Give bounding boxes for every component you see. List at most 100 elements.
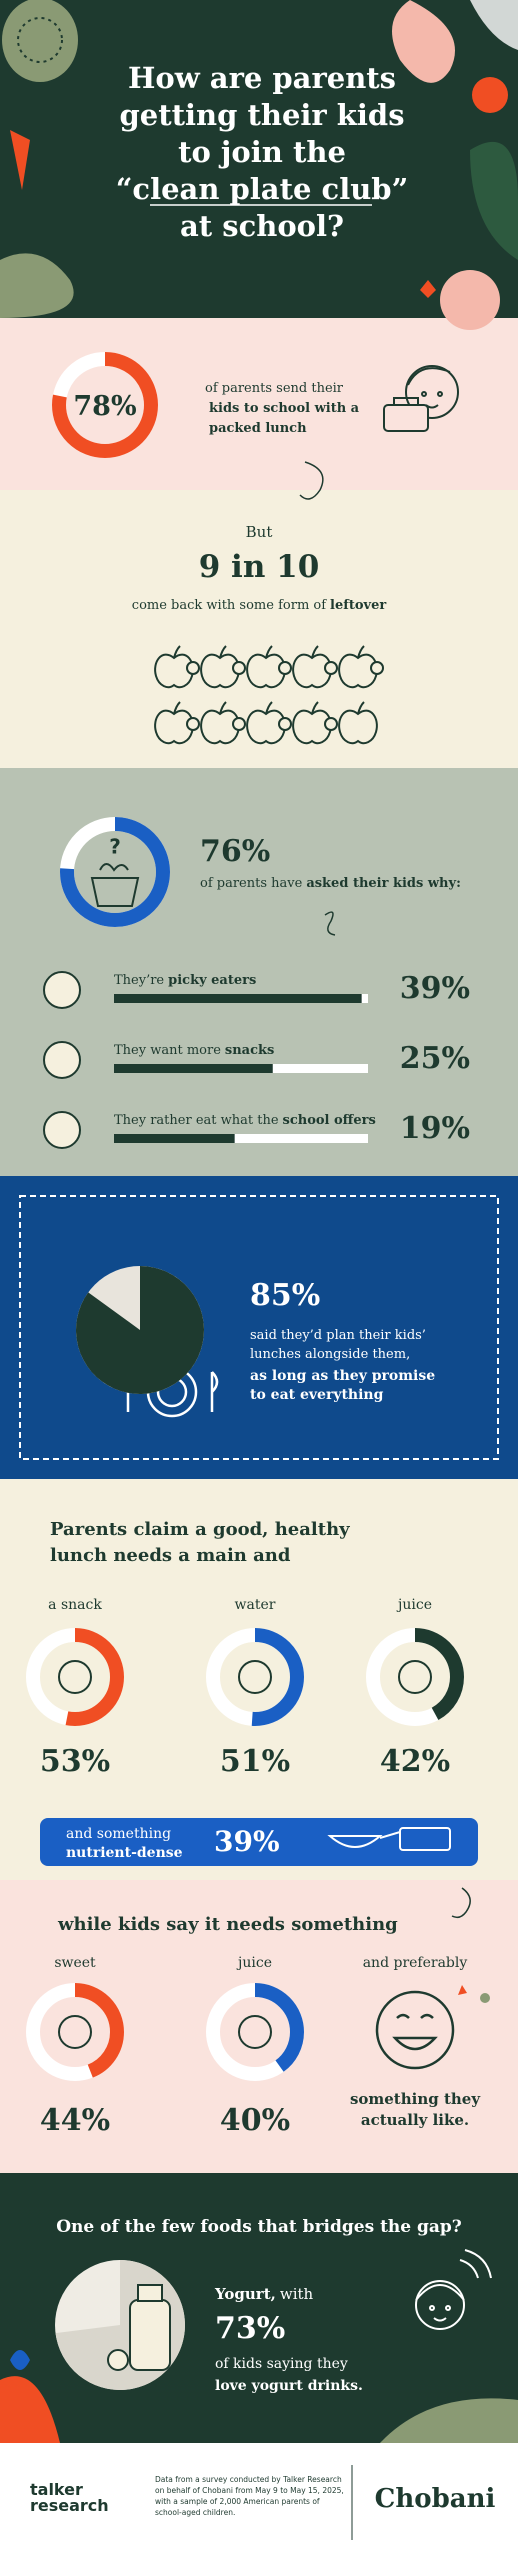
apple-stem <box>311 645 319 659</box>
title-line-part: at school? <box>180 209 344 243</box>
decoration <box>480 1993 490 2003</box>
reason-text-part: They want more <box>114 1043 221 1058</box>
source-text: school-aged children. <box>155 2508 235 2517</box>
talker-logo: research <box>30 2496 109 2515</box>
kid-lunch-icon <box>383 365 459 432</box>
decoration <box>470 141 518 260</box>
bar-label: 19% <box>400 1111 470 1146</box>
yogurt-text: of kids saying they <box>215 2356 348 2372</box>
apple-icon <box>292 645 338 689</box>
decoration <box>472 77 508 113</box>
plan-text: lunches alongside them, <box>250 1347 410 1362</box>
apple-bite <box>186 661 200 675</box>
lunch-text: kids to school with a <box>209 401 360 416</box>
apple-icon <box>246 701 292 745</box>
source-text: Data from a survey conducted by Talker R… <box>155 2475 342 2484</box>
bowl-icon <box>327 1827 451 1851</box>
decoration <box>440 270 500 330</box>
apple-stem <box>219 645 227 659</box>
donut-arc <box>366 1628 464 1726</box>
reason-text-part: picky eaters <box>168 973 256 988</box>
frame <box>19 1195 499 1460</box>
apple-bite <box>232 661 246 675</box>
plan-text-part: said they’d plan their kids’ <box>250 1328 426 1343</box>
extra-text: and something <box>66 1826 171 1842</box>
decoration <box>392 0 455 83</box>
reason-icon <box>43 1111 81 1149</box>
stat-label: 73% <box>215 2311 285 2346</box>
squiggle <box>324 911 336 936</box>
section-bg <box>0 1880 518 2173</box>
bar-label: 25% <box>400 1041 470 1076</box>
item-name-part: water <box>235 1597 276 1613</box>
apple-icon <box>154 645 200 689</box>
bar <box>114 994 362 1003</box>
donut-arc <box>52 352 158 458</box>
item-label: 40% <box>220 2103 290 2138</box>
heading: One of the few foods that bridges the ga… <box>56 2217 462 2237</box>
talker-logo: talker <box>30 2480 83 2499</box>
leftover-text-part: come back with some form of <box>132 598 327 613</box>
reason-text: They rather eat what the school offers <box>114 1113 376 1128</box>
yogurt-bottle-icon <box>107 2284 171 2371</box>
section-bg <box>0 490 518 768</box>
plan-bold-part: as long as they promise <box>250 1368 435 1384</box>
source-text: on behalf of Chobani from May 9 to May 1… <box>155 2486 344 2495</box>
bar-label-part: 25% <box>400 1041 470 1076</box>
source-text-part: Data from a survey conducted by Talker R… <box>155 2475 342 2484</box>
yogurt-text-part: of kids saying they <box>215 2356 348 2372</box>
title-line: to join the <box>178 135 346 169</box>
item-label-part: 42% <box>380 1744 450 1779</box>
reason-text-part: snacks <box>225 1043 274 1058</box>
item-label-part: 44% <box>40 2103 110 2138</box>
girl-icon <box>415 2249 492 2330</box>
lunch-text: packed lunch <box>209 421 307 436</box>
apple-bite <box>232 717 246 731</box>
reason-icon <box>43 971 81 1009</box>
preferably-bold-part: actually like. <box>361 2111 469 2129</box>
decoration <box>380 2398 518 2443</box>
headline: 9 in 10 <box>199 549 320 585</box>
decoration <box>17 17 63 63</box>
reason-text-part: They’re <box>114 973 164 988</box>
stat-label: 85% <box>250 1278 320 1313</box>
item-name: and preferably <box>363 1955 468 1971</box>
stat-label-part: 85% <box>250 1278 320 1313</box>
decoration <box>10 130 30 190</box>
source-text-part: school-aged children. <box>155 2508 235 2517</box>
why-text-part: of parents have <box>200 876 303 891</box>
item-name-part: sweet <box>54 1955 96 1971</box>
donut-arc <box>26 1983 124 2081</box>
leftover-text: come back with some form of leftover <box>132 598 387 613</box>
stat-label-part: 73% <box>215 2311 285 2346</box>
yogurt-text: Yogurt, with <box>214 2285 314 2303</box>
talker-logo-part: talker <box>30 2480 83 2499</box>
plan-bold-part: to eat everything <box>250 1387 384 1403</box>
apple-icon <box>200 701 246 745</box>
apple-stem <box>357 701 365 715</box>
item-name: juice <box>236 1955 272 1971</box>
preferably-bold: something they <box>350 2090 481 2108</box>
extra-label: 39% <box>214 1825 280 1858</box>
apple-bite <box>324 661 338 675</box>
apple-icon <box>154 701 200 745</box>
decoration <box>0 253 74 318</box>
preferably-bold: actually like. <box>361 2111 469 2129</box>
food-icon <box>238 2015 272 2049</box>
reason-text: They’re picky eaters <box>114 973 256 988</box>
title-line-part: to join the <box>178 135 346 169</box>
apple-stem <box>265 645 273 659</box>
reason-text: They want more snacks <box>114 1043 274 1058</box>
reason-text-part: They rather eat what the <box>114 1113 279 1128</box>
leftover-text-part: leftover <box>330 598 386 613</box>
decoration <box>420 280 436 298</box>
arrow <box>299 461 324 500</box>
bar <box>114 1064 273 1073</box>
item-name-part: juice <box>396 1597 432 1613</box>
item-label-part: 40% <box>220 2103 290 2138</box>
smiley-icon <box>375 1990 455 2070</box>
lunch-text: of parents send their <box>205 381 344 396</box>
heading-part: One of the few foods that bridges the ga… <box>56 2217 462 2237</box>
apple-icon <box>246 645 292 689</box>
title-line: “clean plate club” <box>116 172 409 206</box>
